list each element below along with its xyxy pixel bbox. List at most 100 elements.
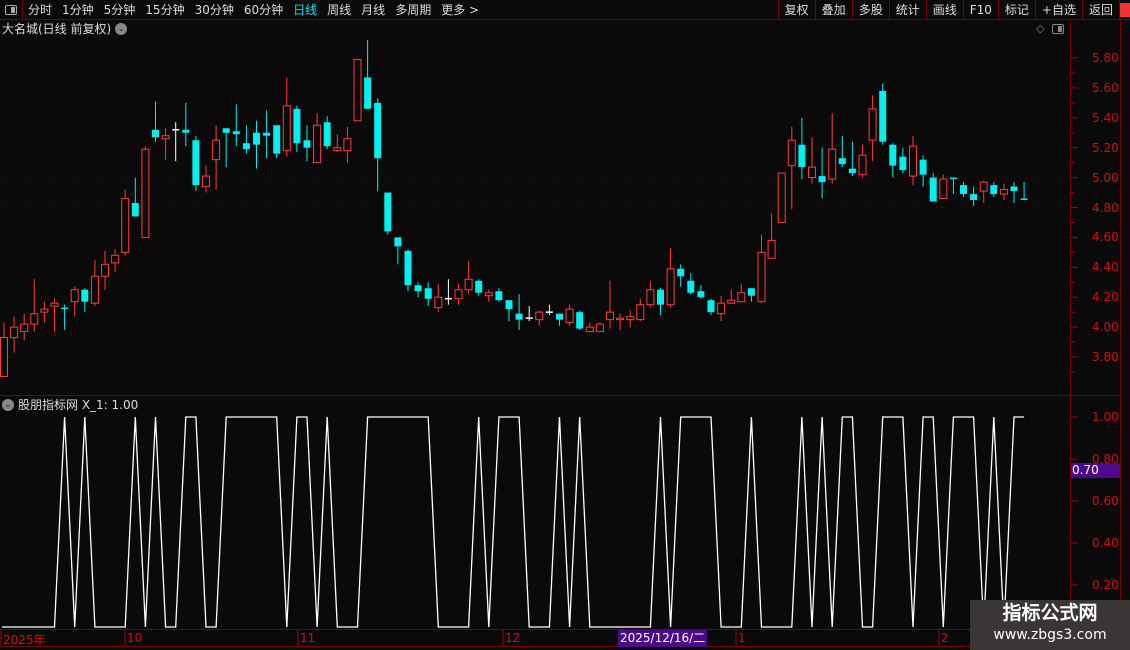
candle <box>576 310 584 331</box>
toolbar-button[interactable]: F10 <box>962 0 998 20</box>
candle-body <box>90 275 99 304</box>
price-tick-label: 5.00 <box>1092 170 1119 185</box>
candle <box>808 137 816 184</box>
price-tick-label: 3.80 <box>1092 350 1119 364</box>
candle <box>282 77 291 157</box>
period-tab[interactable]: 分时 <box>28 3 53 17</box>
period-tab[interactable]: 月线 <box>361 3 386 17</box>
toolbar-button[interactable]: 返回 <box>1081 0 1120 20</box>
candle <box>727 289 736 304</box>
candle-body <box>182 129 190 133</box>
candle-body <box>777 172 786 223</box>
candle-body <box>848 168 856 174</box>
candle <box>868 95 877 162</box>
candle <box>999 183 1008 201</box>
period-tab[interactable]: 30分钟 <box>194 3 234 17</box>
candle-body <box>747 288 755 296</box>
toolbar-button[interactable]: 统计 <box>888 0 926 20</box>
panel-toggle-icon[interactable] <box>1052 23 1065 34</box>
candle-body <box>263 132 271 136</box>
candle-body <box>242 143 250 150</box>
candle <box>81 288 89 313</box>
chevron-down-icon[interactable]: ⌄ <box>115 23 128 35</box>
candle-body <box>939 178 948 200</box>
candle-body <box>585 326 594 333</box>
candle <box>525 306 533 322</box>
candle-body <box>475 280 483 293</box>
candle-body <box>990 185 998 195</box>
candle <box>960 182 967 198</box>
candle <box>212 125 221 190</box>
candle-body <box>737 292 746 303</box>
candle <box>515 294 523 331</box>
candle <box>798 117 806 180</box>
diamond-icon[interactable]: ◇ <box>1036 22 1045 35</box>
candle <box>899 147 907 174</box>
candle <box>313 113 322 164</box>
candle-body <box>20 323 29 333</box>
candle-body <box>495 291 503 301</box>
time-axis: 2025年 10 11 12 1 2 2025/12/16/二 <box>0 629 1120 647</box>
candle <box>929 173 937 202</box>
candle <box>475 279 483 296</box>
period-tab[interactable]: 周线 <box>327 3 352 17</box>
candle-body <box>293 108 301 144</box>
candle <box>636 298 645 322</box>
period-tab[interactable]: 1分钟 <box>62 3 94 17</box>
candle-body <box>70 289 79 303</box>
candle-body <box>767 239 776 259</box>
candle <box>556 313 563 326</box>
candle <box>141 146 150 238</box>
candle <box>1010 182 1018 204</box>
period-tab[interactable]: 更多 > <box>441 3 480 17</box>
candle <box>565 304 574 326</box>
period-tab[interactable]: 日线 <box>293 3 318 17</box>
period-tab[interactable]: 多周期 <box>395 3 432 17</box>
toolbar-button[interactable]: 标记 <box>997 0 1035 20</box>
candle-body <box>222 128 230 133</box>
chevron-down-icon[interactable]: ⌄ <box>2 399 14 411</box>
chart-title[interactable]: 大名城(日线 前复权) ⌄ <box>2 21 128 37</box>
side-panel-tab[interactable] <box>1120 3 1130 17</box>
candle <box>454 283 463 305</box>
toolbar-button[interactable]: +自选 <box>1034 0 1082 20</box>
candle <box>677 264 685 287</box>
candle-body <box>374 102 382 159</box>
period-tab[interactable]: 5分钟 <box>103 3 136 17</box>
candle-body <box>899 156 907 171</box>
candle <box>353 58 362 122</box>
panel-toggle-button[interactable] <box>0 0 23 20</box>
candle-body <box>50 302 59 307</box>
candle-body <box>636 304 645 321</box>
candle-body <box>111 254 120 264</box>
toolbar-button[interactable]: 多股 <box>851 0 889 20</box>
candle <box>484 289 493 302</box>
candle-body <box>677 268 685 277</box>
period-tab[interactable]: 60分钟 <box>243 3 284 17</box>
cursor-value-label: 0.70 <box>1071 463 1120 478</box>
candle-body <box>838 158 846 165</box>
candle-body <box>30 313 39 325</box>
candle-body <box>273 125 281 154</box>
candle <box>717 295 726 322</box>
candle-body <box>323 122 331 147</box>
time-label: 10 <box>127 631 143 645</box>
indicator-line <box>2 416 1025 628</box>
candle-body <box>879 90 887 142</box>
candle-body <box>828 148 837 180</box>
indicator-title[interactable]: ⌄ 股朋指标网 X_1: 1.00 <box>2 398 138 412</box>
toolbar-button[interactable]: 复权 <box>777 0 815 20</box>
candle-body <box>707 300 715 313</box>
candle <box>707 298 715 316</box>
candle <box>424 282 432 307</box>
period-tab[interactable]: 15分钟 <box>145 3 185 17</box>
toolbar-button[interactable]: 叠加 <box>814 0 852 20</box>
panel-divider[interactable] <box>0 395 1120 396</box>
candle-body <box>616 317 625 321</box>
toolbar-button[interactable]: 画线 <box>925 0 963 20</box>
candle <box>0 322 8 377</box>
candle <box>101 250 109 290</box>
candle <box>172 122 180 162</box>
candle <box>263 110 271 159</box>
